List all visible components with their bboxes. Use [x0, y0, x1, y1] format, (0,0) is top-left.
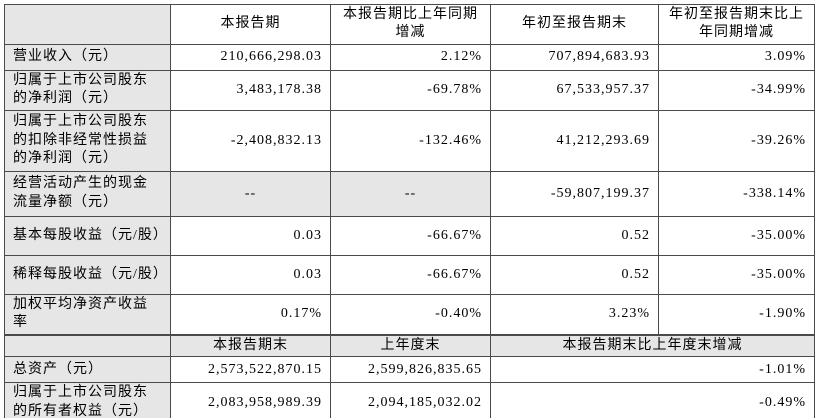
- value-cell: -338.14%: [658, 170, 815, 217]
- value-cell: -34.99%: [658, 69, 815, 111]
- header-row-period: 本报告期 本报告期比上年同期增减 年初至报告期末 年初至报告期末比上年同期增减: [4, 4, 815, 45]
- value-cell: 0.03: [170, 215, 331, 256]
- row-label-cell: 总资产（元）: [4, 356, 171, 384]
- value-cell: -59,807,199.37: [490, 170, 659, 217]
- header-period-end-vs-prior-year-change: 本报告期末比上年度末增减: [490, 333, 815, 358]
- row-weighted-average-roe: 加权平均净资产收益率 0.17% -0.40% 3.23% -1.90%: [4, 293, 815, 336]
- value-cell: -35.00%: [658, 254, 815, 295]
- value-cell: -0.49%: [490, 382, 815, 418]
- value-cell: 2,094,185,032.02: [330, 382, 491, 418]
- row-label-cell: 归属于上市公司股东的净利润（元）: [4, 69, 171, 111]
- value-cell: 3,483,178.38: [170, 69, 331, 111]
- row-label-cell: 营业收入（元）: [4, 43, 171, 71]
- value-cell: -132.46%: [330, 109, 491, 172]
- value-cell: 0.03: [170, 254, 331, 295]
- value-cell: 2,599,826,835.65: [330, 356, 491, 384]
- value-cell: 2.12%: [330, 43, 491, 71]
- row-basic-eps: 基本每股收益（元/股） 0.03 -66.67% 0.52 -35.00%: [4, 215, 815, 256]
- value-cell: 707,894,683.93: [490, 43, 659, 71]
- value-cell: 210,666,298.03: [170, 43, 331, 71]
- row-operating-revenue: 营业收入（元） 210,666,298.03 2.12% 707,894,683…: [4, 43, 815, 71]
- row-label-cell: 经营活动产生的现金流量净额（元）: [4, 170, 171, 217]
- row-operating-cash-flow: 经营活动产生的现金流量净额（元） -- -- -59,807,199.37 -3…: [4, 170, 815, 217]
- financial-summary-table: 本报告期 本报告期比上年同期增减 年初至报告期末 年初至报告期末比上年同期增减 …: [4, 4, 815, 418]
- header-ytd-yoy-change: 年初至报告期末比上年同期增减: [658, 4, 815, 45]
- value-cell: 2,083,958,989.39: [170, 382, 331, 418]
- value-cell: -1.01%: [490, 356, 815, 384]
- corner-cell: [4, 4, 171, 45]
- row-owners-equity: 归属于上市公司股东的所有者权益（元） 2,083,958,989.39 2,09…: [4, 382, 815, 418]
- value-cell: 0.52: [490, 254, 659, 295]
- value-cell: 3.23%: [490, 293, 659, 336]
- value-cell: -39.26%: [658, 109, 815, 172]
- row-label-cell: 归属于上市公司股东的所有者权益（元）: [4, 382, 171, 418]
- row-net-profit-excl-nonrecurring: 归属于上市公司股东的扣除非经常性损益的净利润（元） -2,408,832.13 …: [4, 109, 815, 172]
- header-current-period: 本报告期: [170, 4, 331, 45]
- value-cell: -1.90%: [658, 293, 815, 336]
- value-cell: 2,573,522,870.15: [170, 356, 331, 384]
- corner-cell: [4, 333, 171, 358]
- header-end-of-prior-year: 上年度末: [330, 333, 491, 358]
- value-cell: 3.09%: [658, 43, 815, 71]
- header-current-period-yoy-change: 本报告期比上年同期增减: [330, 4, 491, 45]
- value-cell: -35.00%: [658, 215, 815, 256]
- row-label-cell: 基本每股收益（元/股）: [4, 215, 171, 256]
- row-net-profit: 归属于上市公司股东的净利润（元） 3,483,178.38 -69.78% 67…: [4, 69, 815, 111]
- row-diluted-eps: 稀释每股收益（元/股） 0.03 -66.67% 0.52 -35.00%: [4, 254, 815, 295]
- row-total-assets: 总资产（元） 2,573,522,870.15 2,599,826,835.65…: [4, 356, 815, 384]
- value-cell: -66.67%: [330, 215, 491, 256]
- value-cell: -66.67%: [330, 254, 491, 295]
- value-cell: 0.52: [490, 215, 659, 256]
- header-end-of-period: 本报告期末: [170, 333, 331, 358]
- value-cell: -69.78%: [330, 69, 491, 111]
- header-ytd-period-end: 年初至报告期末: [490, 4, 659, 45]
- header-row-period-end: 本报告期末 上年度末 本报告期末比上年度末增减: [4, 333, 815, 358]
- value-cell: 0.17%: [170, 293, 331, 336]
- value-cell: -0.40%: [330, 293, 491, 336]
- row-label-cell: 加权平均净资产收益率: [4, 293, 171, 336]
- value-cell: 41,212,293.69: [490, 109, 659, 172]
- value-cell-na: --: [170, 170, 331, 217]
- value-cell-na: --: [330, 170, 491, 217]
- row-label-cell: 稀释每股收益（元/股）: [4, 254, 171, 295]
- value-cell: -2,408,832.13: [170, 109, 331, 172]
- row-label-cell: 归属于上市公司股东的扣除非经常性损益的净利润（元）: [4, 109, 171, 172]
- value-cell: 67,533,957.37: [490, 69, 659, 111]
